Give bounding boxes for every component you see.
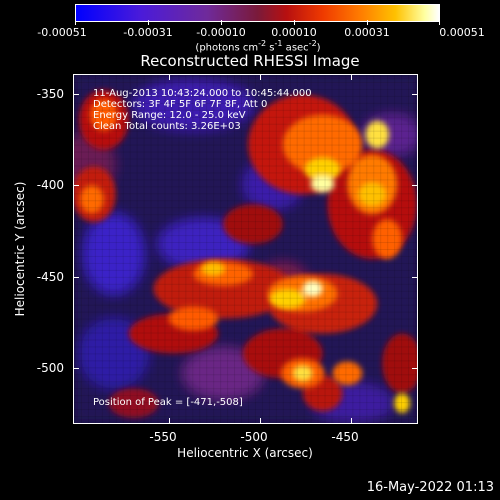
x-tickmark xyxy=(351,74,352,80)
y-tick-label: -350 xyxy=(36,87,64,101)
image-frame xyxy=(73,74,418,424)
colorbar-tick-label: 0.00031 xyxy=(344,26,390,39)
y-tick-label: -400 xyxy=(36,178,64,192)
y-tickmark xyxy=(73,94,79,95)
x-tick-label: -500 xyxy=(240,430,268,444)
colorbar-tick xyxy=(294,20,295,25)
x-tick-label: -450 xyxy=(331,430,359,444)
y-tickmark xyxy=(73,277,79,278)
y-tickmark xyxy=(412,185,418,186)
colorbar-units-part: s xyxy=(266,42,275,54)
y-tickmark xyxy=(412,368,418,369)
x-tickmark xyxy=(351,418,352,424)
colorbar-tick xyxy=(221,20,222,25)
colorbar-tick xyxy=(148,20,149,25)
colorbar-tick-label: -0.00051 xyxy=(37,26,87,39)
annotation-energy-range: Energy Range: 12.0 - 25.0 keV xyxy=(93,110,246,121)
colorbar-tick-label: -0.00031 xyxy=(123,26,173,39)
y-axis-title: Heliocentric Y (arcsec) xyxy=(13,181,27,317)
y-tick-label: -500 xyxy=(36,361,64,375)
colorbar-tick xyxy=(75,20,76,25)
x-tickmark xyxy=(169,74,170,80)
colorbar-tick xyxy=(439,20,440,25)
colorbar-tick-label: 0.00051 xyxy=(439,26,485,39)
colorbar-tick-label: -0.00010 xyxy=(196,26,246,39)
y-tickmark xyxy=(412,277,418,278)
colorbar-tick xyxy=(367,20,368,25)
y-tick-label: -450 xyxy=(36,270,64,284)
rhessi-image xyxy=(74,75,417,423)
colorbar xyxy=(75,4,440,22)
colorbar-units-part: asec xyxy=(282,42,309,54)
colorbar-units-exponent: -1 xyxy=(274,39,283,48)
x-tickmark xyxy=(260,418,261,424)
colorbar-tick-label: 0.00010 xyxy=(271,26,317,39)
y-tickmark xyxy=(73,368,79,369)
plot-title: Reconstructed RHESSI Image xyxy=(140,52,360,70)
x-tick-label: -550 xyxy=(149,430,177,444)
annotation-time-range: 11-Aug-2013 10:43:24.000 to 10:45:44.000 xyxy=(93,88,312,99)
render-timestamp: 16-May-2022 01:13 xyxy=(366,480,494,495)
x-axis-title: Heliocentric X (arcsec) xyxy=(177,446,313,460)
colorbar-units-part: ) xyxy=(316,42,321,54)
colorbar-units-exponent: -2 xyxy=(308,39,317,48)
colorbar-units-exponent: -2 xyxy=(258,39,267,48)
annotation-peak-position: Position of Peak = [-471,-508] xyxy=(93,397,243,408)
x-tickmark xyxy=(169,418,170,424)
annotation-detectors: Detectors: 3F 4F 5F 6F 7F 8F, Att 0 xyxy=(93,99,268,110)
y-tickmark xyxy=(73,185,79,186)
x-tickmark xyxy=(260,74,261,80)
y-tickmark xyxy=(412,94,418,95)
colorbar-units: (photons cm-2 s-1 asec-2) xyxy=(195,39,320,53)
annotation-total-counts: Clean Total counts: 3.26E+03 xyxy=(93,121,241,132)
colorbar-units-part: (photons cm xyxy=(195,42,259,54)
